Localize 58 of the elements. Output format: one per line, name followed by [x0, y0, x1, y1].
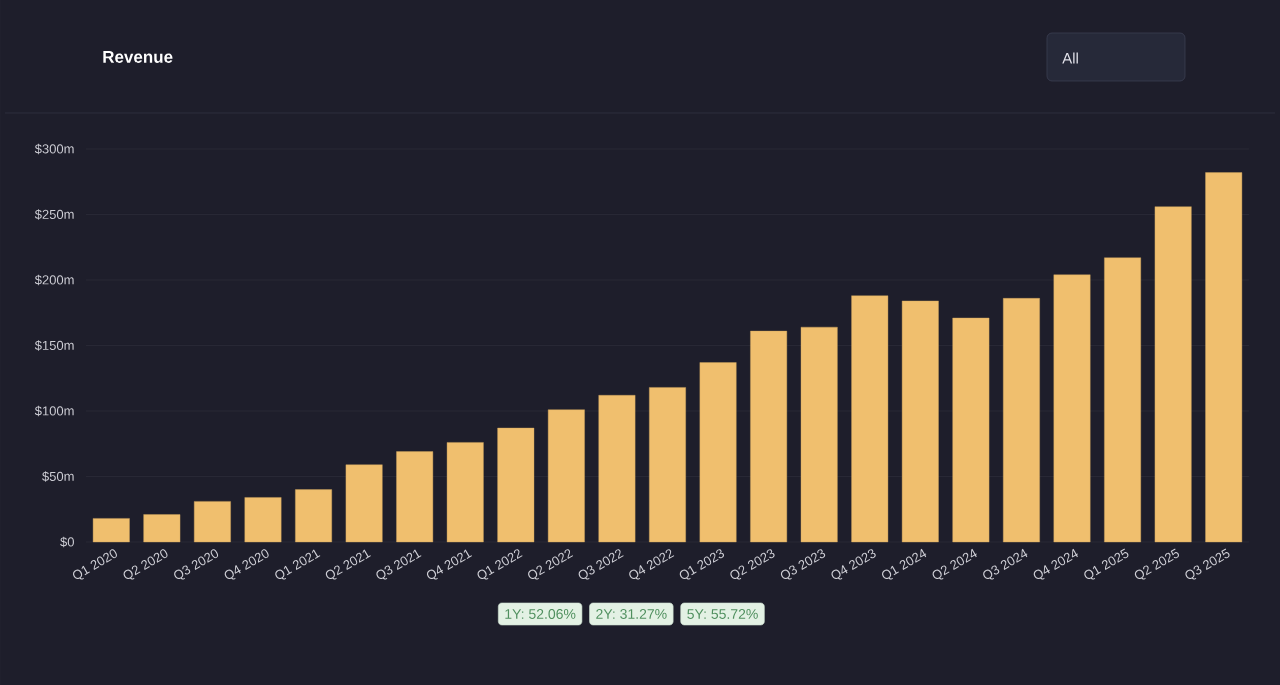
y-tick-label: $150m: [34, 340, 74, 351]
bar: [952, 317, 990, 543]
x-tick-label: Q4 2021: [426, 549, 473, 580]
bar: [1053, 274, 1091, 543]
chart-title: Revenue: [103, 51, 173, 63]
x-tick-label: Q3 2023: [780, 549, 826, 580]
x-tick-label: Q1 2020: [72, 549, 117, 580]
text: 5Y: 55.72%: [687, 609, 758, 619]
x-tick-label: Q4 2023: [831, 549, 876, 580]
x-tick-label: Q3 2021: [376, 549, 422, 580]
bar: [446, 442, 484, 543]
bar: [1003, 298, 1040, 543]
bar: [1104, 257, 1141, 543]
bar: [547, 409, 585, 543]
bar: [194, 501, 231, 543]
bar: [1205, 172, 1243, 543]
x-tick-label: Q3 2022: [578, 549, 624, 580]
y-tick-label: $0: [60, 536, 74, 548]
bar: [699, 362, 737, 543]
bar: [92, 518, 130, 543]
x-tick-label: Q3 2020: [174, 549, 219, 580]
bar: [143, 514, 181, 543]
x-tick-label: Q4 2024: [1033, 548, 1078, 580]
bar: [851, 295, 889, 543]
x-tick-label: Q3 2024: [983, 548, 1028, 580]
bar: [396, 451, 434, 543]
x-tick-label: Q2 2025: [1134, 548, 1180, 580]
bar: [295, 489, 332, 543]
y-tick-label: $50m: [42, 471, 74, 482]
bar: [1154, 206, 1192, 543]
x-tick-label: Q1 2023: [679, 549, 725, 580]
bar: [750, 330, 788, 543]
y-tick-label: $200m: [34, 274, 74, 286]
text: 2Y: 31.27%: [596, 609, 667, 619]
x-tick-label: Q3 2025: [1185, 548, 1230, 580]
x-tick-label: Q1 2025: [1084, 548, 1129, 580]
x-tick-label: Q1 2021: [275, 549, 321, 580]
x-tick-label: Q2 2021: [325, 549, 371, 580]
bar: [901, 300, 939, 543]
x-tick-label: Q1 2022: [477, 549, 523, 580]
bar: [497, 427, 535, 543]
y-tick-label: $100m: [34, 405, 74, 417]
x-tick-label: Q4 2022: [629, 549, 675, 580]
text: All: [1062, 52, 1078, 64]
bar: [345, 464, 383, 543]
x-tick-label: Q2 2023: [730, 549, 775, 580]
x-tick-label: Q2 2022: [528, 549, 574, 580]
x-tick-label: Q4 2020: [224, 549, 269, 580]
bar: [649, 387, 686, 543]
bar: [244, 497, 282, 543]
x-tick-label: Q1 2024: [881, 548, 927, 580]
bar: [598, 395, 636, 543]
y-tick-label: $250m: [34, 209, 74, 220]
bar: [800, 326, 838, 543]
y-tick-label: $300m: [34, 143, 74, 155]
x-tick-label: Q2 2020: [123, 549, 168, 580]
text: 1Y: 52.06%: [505, 609, 576, 619]
x-tick-label: Q2 2024: [932, 548, 977, 580]
